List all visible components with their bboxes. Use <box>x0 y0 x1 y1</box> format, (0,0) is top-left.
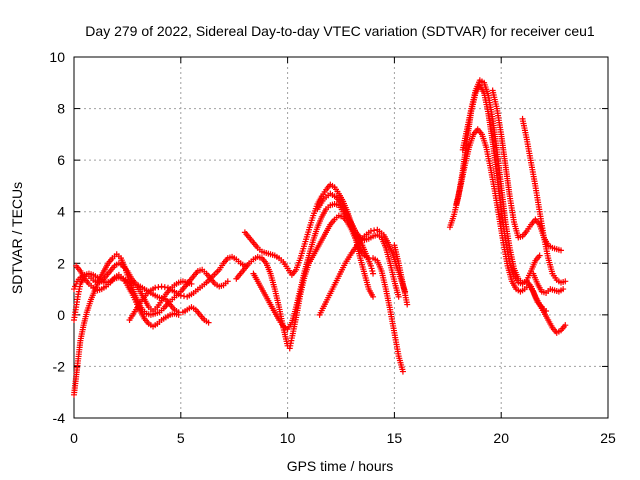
data-point <box>188 280 195 287</box>
data-point <box>395 293 402 300</box>
data-point <box>371 227 378 234</box>
y-tick-label: 8 <box>57 101 65 117</box>
y-tick-label: 10 <box>49 49 65 65</box>
series-sat-q <box>530 270 567 296</box>
data-point <box>562 322 569 329</box>
data-point <box>560 286 567 293</box>
data-point <box>367 228 374 235</box>
data-point <box>399 368 406 375</box>
series-sat-p <box>519 115 569 286</box>
x-tick-label: 20 <box>493 430 509 446</box>
series-sat-g <box>241 181 377 300</box>
series-sat-o <box>489 87 565 254</box>
y-tick-label: 4 <box>57 204 65 220</box>
x-axis: 0 5 10 15 20 25 <box>70 57 616 446</box>
data-point <box>205 319 212 326</box>
series-sat-h <box>250 200 402 333</box>
data-point <box>224 278 231 285</box>
data-point <box>558 247 565 254</box>
series-sat-j <box>314 190 377 277</box>
x-tick-label: 0 <box>70 430 78 446</box>
y-tick-label: 2 <box>57 255 65 271</box>
data-point <box>175 311 182 318</box>
x-tick-label: 5 <box>177 430 185 446</box>
chart-title: Day 279 of 2022, Sidereal Day-to-day VTE… <box>85 23 595 39</box>
data-point <box>158 283 165 290</box>
x-axis-label: GPS time / hours <box>287 458 394 474</box>
plot-frame <box>73 56 609 419</box>
x-tick-label: 10 <box>280 430 296 446</box>
data-point <box>155 284 162 291</box>
data-point <box>177 292 184 299</box>
series-sat-n <box>453 126 550 314</box>
series-sat-e <box>126 253 248 324</box>
y-tick-label: -4 <box>53 410 66 426</box>
data-point <box>562 278 569 285</box>
series-sat-k <box>391 242 411 308</box>
data-point <box>152 284 159 291</box>
y-tick-label: -2 <box>53 358 66 374</box>
data-point <box>536 252 543 259</box>
data-point <box>543 307 550 314</box>
data-point <box>404 301 411 308</box>
grid <box>74 57 608 418</box>
series-sat-f <box>233 212 406 375</box>
data-point <box>181 293 188 300</box>
y-tick-label: 0 <box>57 307 65 323</box>
data-point <box>370 293 377 300</box>
series-sat-m <box>459 77 569 336</box>
y-axis-label: SDTVAR / TECUs <box>9 182 25 294</box>
data-point <box>370 270 377 277</box>
x-tick-label: 25 <box>600 430 616 446</box>
data-point <box>161 284 168 291</box>
x-tick-label: 15 <box>387 430 403 446</box>
y-axis: -4 -2 0 2 4 6 8 10 <box>49 49 608 426</box>
data-marks <box>71 77 569 398</box>
y-tick-label: 6 <box>57 152 65 168</box>
